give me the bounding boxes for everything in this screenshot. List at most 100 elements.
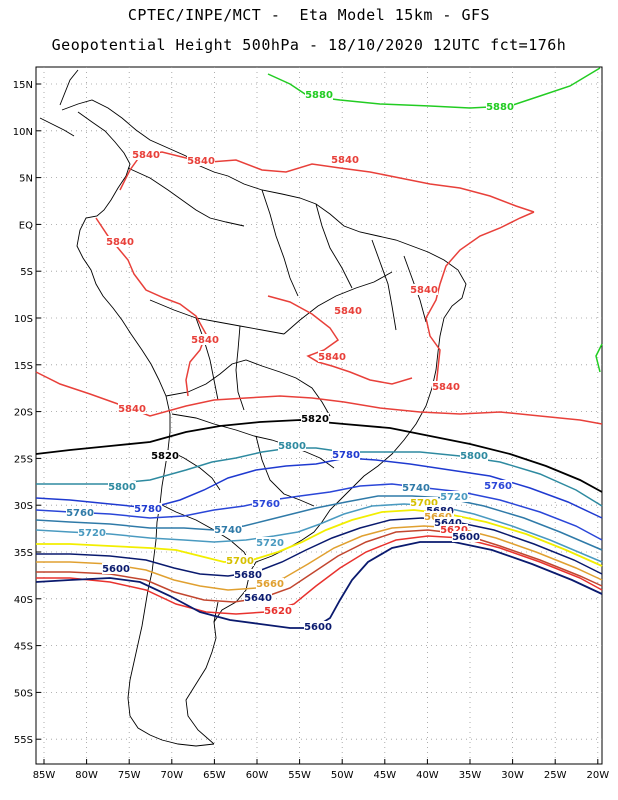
latitude-label: 55S <box>14 735 33 746</box>
contour-label: 5840 <box>132 150 160 161</box>
contour-labels: 5880 5880 5840 5840 5840 5840 5840 5840 5840 5840… <box>66 89 514 633</box>
graticule <box>36 67 602 764</box>
contour-label: 5880 <box>305 90 333 101</box>
contour-label: 5680 <box>234 570 262 581</box>
latitude-label: 5N <box>19 174 33 185</box>
longitude-label: 55W <box>288 770 311 781</box>
contour-label: 5840 <box>118 404 146 415</box>
longitude-label: 75W <box>118 770 141 781</box>
contour-label-bg <box>484 480 512 491</box>
contour-5880-north <box>267 67 601 109</box>
contour-label: 5840 <box>187 156 215 167</box>
contour-label: 5780 <box>134 504 162 515</box>
latitude-labels: 15N 10N 5N EQ 5S 10S 15S 20S 25S 30S 35S 40S 45S 50S 5… <box>13 80 41 746</box>
latitude-label: 10S <box>14 314 33 325</box>
latitude-label: EQ <box>19 220 33 231</box>
contour-label: 5720 <box>256 538 284 549</box>
contour-label-bg <box>304 621 332 632</box>
contour-label: 5840 <box>331 155 359 166</box>
latitude-label: 25S <box>14 454 33 465</box>
contour-label-bg <box>252 498 280 509</box>
contour-label: 5600 <box>452 532 480 543</box>
contour-5700 <box>36 509 603 567</box>
contour-label-bg <box>452 531 480 542</box>
contour-label-bg <box>410 284 438 295</box>
contour-label: 5720 <box>78 528 106 539</box>
contour-label: 5840 <box>432 382 460 393</box>
contour-label-bg <box>402 482 430 493</box>
map-subtitle: Geopotential Height 500hPa - 18/10/2020 … <box>51 36 567 54</box>
contour-label: 5840 <box>410 285 438 296</box>
contour-5680 <box>36 517 603 577</box>
contour-label-bg <box>486 101 514 112</box>
contour-label-bg <box>432 381 460 392</box>
contour-label: 5620 <box>440 525 468 536</box>
contour-label: 5740 <box>214 525 242 536</box>
contour-label-bg <box>191 334 219 345</box>
longitude-labels: 85W 80W 75W 70W 65W 60W 55W 50W 45W 40W 35W 30W 25W 2… <box>33 759 609 781</box>
contour-label: 5700 <box>226 556 254 567</box>
latitude-label: 15S <box>14 361 33 372</box>
longitude-label: 20W <box>586 770 609 781</box>
contour-label-bg <box>256 578 284 589</box>
longitude-label: 50W <box>331 770 354 781</box>
contour-label-bg <box>214 524 242 535</box>
contour-label: 5640 <box>244 593 272 604</box>
contour-label-bg <box>424 511 452 522</box>
contour-label-bg <box>278 440 306 451</box>
contour-label-bg <box>256 537 284 548</box>
contour-label-bg <box>244 592 272 603</box>
contour-label: 5760 <box>252 499 280 510</box>
contour-label-bg <box>108 481 136 492</box>
longitude-label: 70W <box>160 770 183 781</box>
contour-label-bg <box>226 555 254 566</box>
latitude-label: 20S <box>14 408 33 419</box>
contour-label-bg <box>331 154 359 165</box>
contour-label-bg <box>78 527 106 538</box>
contour-label: 5620 <box>264 606 292 617</box>
contour-label: 5800 <box>278 441 306 452</box>
contour-label: 5880 <box>486 102 514 113</box>
latitude-label: 45S <box>14 642 33 653</box>
contour-label-bg <box>234 569 262 580</box>
latitude-label: 50S <box>14 688 33 699</box>
contour-label-bg <box>318 351 346 362</box>
contour-label-bg <box>305 89 333 100</box>
contour-label-bg <box>264 605 292 616</box>
contour-label-bg <box>66 507 94 518</box>
contour-label: 5760 <box>66 508 94 519</box>
contour-label-bg <box>440 524 468 535</box>
contour-label-bg <box>332 449 360 460</box>
contour-5880-east <box>595 343 603 373</box>
contour-label: 5840 <box>334 306 362 317</box>
longitude-label: 60W <box>246 770 269 781</box>
longitude-label: 65W <box>203 770 226 781</box>
contour-label: 5760 <box>484 481 512 492</box>
contour-label-bg <box>132 149 160 160</box>
contour-5840-east <box>425 211 535 389</box>
contour-label-bg <box>434 517 462 528</box>
map-title: CPTEC/INPE/MCT - Eta Model 15km - GFS <box>127 6 491 24</box>
contour-label: 5660 <box>256 579 284 590</box>
contour-5840-inner <box>267 295 413 385</box>
contour-label: 5840 <box>318 352 346 363</box>
contour-label-bg <box>460 450 488 461</box>
longitude-label: 35W <box>459 770 482 781</box>
contour-label-bg <box>106 236 134 247</box>
longitude-label: 80W <box>75 770 98 781</box>
contour-label: 5820 <box>151 451 179 462</box>
contour-label-bg <box>102 563 130 574</box>
longitude-label: 30W <box>501 770 524 781</box>
contour-label: 5700 <box>410 498 438 509</box>
contour-label-bg <box>301 413 329 424</box>
latitude-label: 5S <box>20 267 33 278</box>
contour-5840-amazon <box>95 217 207 397</box>
contour-label: 5800 <box>108 482 136 493</box>
contour-5740 <box>35 495 603 551</box>
longitude-label: 85W <box>33 770 56 781</box>
contour-label: 5720 <box>440 492 468 503</box>
longitude-label: 25W <box>544 770 567 781</box>
latitude-label: 15N <box>13 80 33 91</box>
contour-label-bg <box>334 305 362 316</box>
